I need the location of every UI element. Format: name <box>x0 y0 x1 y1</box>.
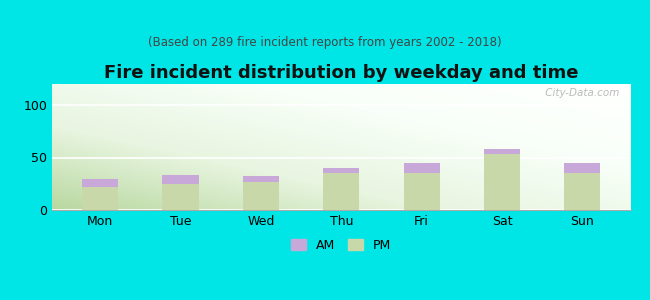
Bar <box>564 163 601 173</box>
Bar <box>243 176 279 181</box>
Bar <box>162 184 199 210</box>
Bar <box>404 173 439 210</box>
Bar <box>484 154 520 210</box>
Bar <box>323 168 359 173</box>
Legend: AM, PM: AM, PM <box>286 234 396 257</box>
Bar <box>82 187 118 210</box>
Bar <box>162 175 199 184</box>
Text: (Based on 289 fire incident reports from years 2002 - 2018): (Based on 289 fire incident reports from… <box>148 36 502 49</box>
Bar <box>404 163 439 173</box>
Text: City-Data.com: City-Data.com <box>541 88 619 98</box>
Bar <box>484 149 520 154</box>
Bar <box>82 178 118 187</box>
Bar <box>564 173 601 210</box>
Bar <box>243 182 279 210</box>
Bar <box>323 173 359 210</box>
Title: Fire incident distribution by weekday and time: Fire incident distribution by weekday an… <box>104 64 578 82</box>
